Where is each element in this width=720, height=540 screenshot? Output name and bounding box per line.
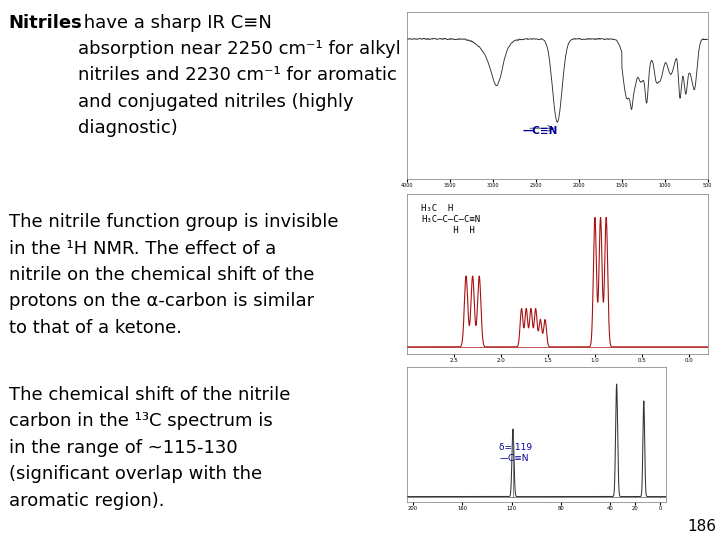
Text: δ= 119
—C≡N: δ= 119 —C≡N (500, 443, 533, 463)
Text: 186: 186 (688, 518, 716, 534)
Text: The chemical shift of the nitrile
carbon in the ¹³C spectrum is
in the range of : The chemical shift of the nitrile carbon… (9, 386, 290, 510)
Text: Nitriles: Nitriles (9, 14, 82, 31)
Text: The nitrile function group is invisible
in the ¹H NMR. The effect of a
nitrile o: The nitrile function group is invisible … (9, 213, 338, 337)
Text: —C≡N: —C≡N (523, 126, 558, 137)
Text: have a sharp IR C≡N
absorption near 2250 cm⁻¹ for alkyl
nitriles and 2230 cm⁻¹ f: have a sharp IR C≡N absorption near 2250… (78, 14, 401, 137)
Text: H₃C  H
H₃C–C–C–C≡N
      H  H: H₃C H H₃C–C–C–C≡N H H (421, 204, 480, 235)
